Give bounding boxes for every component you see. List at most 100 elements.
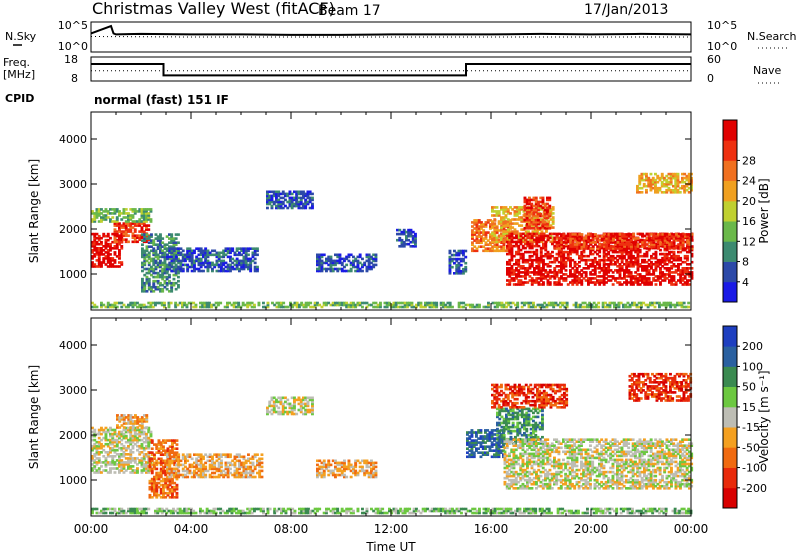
power-cell: [670, 283, 674, 286]
velocity-cell: [102, 430, 106, 434]
power-cell: [582, 245, 586, 248]
power-cell: [624, 305, 628, 309]
power-cell: [654, 275, 658, 278]
power-cell: [648, 247, 651, 250]
power-cell: [670, 237, 674, 240]
power-cell: [534, 208, 538, 212]
power-cell: [224, 261, 228, 265]
power-cell: [95, 242, 99, 246]
velocity-cell: [111, 463, 115, 466]
power-cell: [543, 208, 547, 212]
power-cell: [186, 255, 190, 259]
power-cell: [587, 283, 590, 286]
power-cell: [562, 277, 566, 280]
velocity-cell: [122, 432, 126, 436]
power-cell: [471, 241, 474, 244]
velocity-cell: [136, 457, 139, 460]
velocity-cell: [171, 496, 174, 499]
power-cell: [589, 273, 593, 276]
power-cell: [115, 247, 119, 250]
power-cell: [537, 283, 541, 286]
power-cell: [656, 234, 660, 238]
velocity-cell: [129, 453, 133, 456]
power-cell: [636, 252, 640, 256]
power-cell: [527, 301, 531, 305]
power-cell: [683, 172, 687, 176]
power-cell: [528, 227, 531, 230]
power-cell: [419, 301, 423, 305]
power-cell: [528, 271, 532, 274]
power-cell: [543, 227, 547, 230]
power-cell: [507, 301, 511, 305]
power-cell: [633, 301, 637, 305]
power-cell: [517, 258, 521, 262]
power-cell: [113, 265, 117, 268]
power-cell: [512, 271, 516, 274]
power-cell: [656, 188, 660, 192]
power-cell: [457, 269, 461, 273]
power-cell: [645, 176, 648, 180]
power-cell: [477, 235, 481, 238]
velocity-cell: [166, 485, 170, 489]
power-cell: [687, 176, 691, 180]
power-cell: [510, 269, 514, 272]
power-cell: [495, 206, 499, 209]
power-cell: [582, 248, 586, 252]
power-cell: [174, 263, 178, 267]
power-cell: [528, 250, 532, 254]
power-cell: [334, 259, 337, 263]
power-cell: [156, 273, 160, 277]
power-cell: [643, 243, 647, 246]
power-cell: [464, 267, 468, 271]
power-cell: [521, 244, 525, 248]
velocity-cell: [113, 432, 117, 436]
power-cell: [535, 258, 539, 262]
power-cell: [299, 192, 303, 196]
power-cell: [578, 241, 582, 244]
power-cell: [93, 253, 97, 256]
velocity-cell: [113, 461, 117, 464]
power-cell: [247, 263, 250, 267]
power-cell: [535, 279, 539, 282]
power-cell: [471, 247, 474, 250]
power-cell: [242, 259, 246, 263]
power-cell: [627, 275, 631, 278]
power-cell: [396, 228, 399, 232]
power-cell: [609, 237, 613, 240]
power-cell: [641, 260, 644, 264]
power-cell: [558, 237, 561, 240]
power-cell: [557, 248, 561, 252]
power-cell: [156, 263, 160, 267]
power-cell: [147, 269, 151, 273]
power-cell: [229, 259, 232, 263]
nave-label: Nave: [753, 64, 781, 77]
power-cell: [627, 233, 631, 236]
power-cell: [201, 303, 205, 307]
velocity-cell: [109, 440, 112, 444]
power-cell: [604, 301, 607, 305]
power-cell: [584, 273, 588, 276]
power-cell: [502, 208, 506, 211]
power-cell: [226, 267, 230, 271]
power-cell: [251, 255, 255, 259]
power-cell: [533, 232, 536, 236]
power-cell: [656, 260, 660, 264]
velocity-cell: [95, 461, 99, 464]
power-cell: [145, 247, 149, 250]
power-cell: [124, 230, 128, 233]
power-cell: [576, 245, 579, 248]
power-cell: [109, 303, 112, 307]
power-cell: [519, 279, 523, 282]
velocity-cell: [120, 463, 124, 466]
power-cell: [506, 246, 509, 250]
power-cell: [508, 240, 512, 244]
velocity-cell: [155, 445, 159, 448]
power-cell: [683, 256, 687, 260]
power-cell: [405, 238, 408, 242]
power-cell: [520, 301, 524, 305]
velocity-cell: [162, 441, 165, 444]
power-cell: [93, 263, 97, 266]
velocity-cell: [147, 430, 151, 434]
power-cell: [349, 267, 353, 271]
power-cell: [217, 259, 221, 263]
